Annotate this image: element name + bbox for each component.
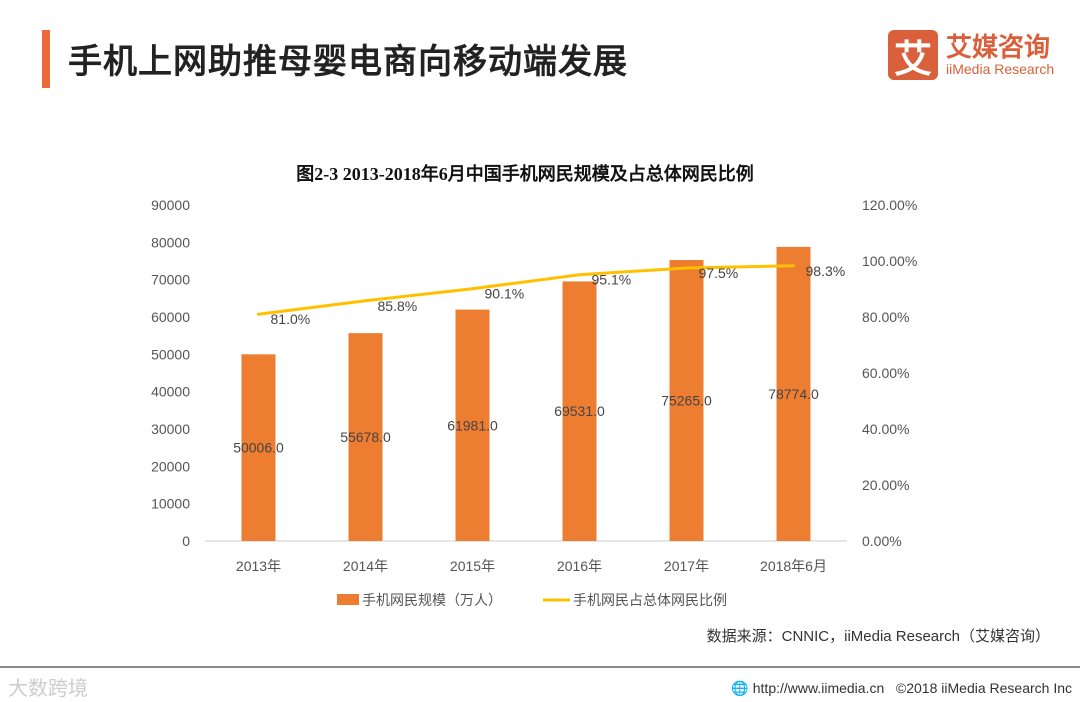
line-label: 95.1% — [592, 272, 632, 288]
bar-label: 78774.0 — [768, 386, 819, 402]
left-tick-label: 40000 — [151, 384, 190, 400]
line-point — [471, 287, 474, 291]
globe-icon: 🌐 — [731, 680, 749, 696]
x-tick-label: 2014年 — [343, 558, 388, 574]
watermark: 大数跨境 — [8, 678, 88, 700]
legend-bar-label: 手机网民规模（万人） — [362, 592, 502, 608]
left-tick-label: 50000 — [151, 346, 190, 362]
ratio-line — [258, 264, 794, 316]
page-title: 手机上网助推母婴电商向移动端发展 — [68, 43, 628, 81]
bar-label: 61981.0 — [447, 417, 498, 433]
line-point — [685, 266, 688, 270]
bar — [776, 246, 811, 541]
right-tick-label: 80.00% — [862, 309, 909, 325]
right-tick-label: 120.00% — [862, 197, 917, 213]
footer-copyright: ©2018 iiMedia Research Inc — [895, 680, 1072, 696]
x-tick-label: 2018年6月 — [760, 558, 827, 574]
iimedia-logo: 艾 艾媒咨询 iiMedia Research — [888, 30, 1055, 81]
logo-mark: 艾 — [888, 30, 938, 81]
footer: 🌐 http://www.iimedia.cn ©2018 iiMedia Re… — [731, 680, 1072, 697]
legend-line-label: 手机网民占总体网民比例 — [573, 592, 727, 608]
line-point — [257, 312, 260, 316]
legend-bar-swatch — [337, 594, 359, 605]
footer-divider — [0, 666, 1080, 668]
left-tick-label: 70000 — [151, 272, 190, 288]
right-tick-label: 60.00% — [862, 365, 909, 381]
left-tick-label: 80000 — [151, 234, 190, 250]
chart-title: 图2-3 2013-2018年6月中国手机网民规模及占总体网民比例 — [296, 163, 754, 184]
line-point — [578, 273, 581, 277]
left-tick-label: 10000 — [151, 496, 190, 512]
line-point — [792, 264, 795, 268]
x-tick-label: 2016年 — [557, 558, 602, 574]
x-tick-label: 2013年 — [236, 558, 281, 574]
right-tick-label: 0.00% — [862, 533, 902, 549]
bar-label: 50006.0 — [233, 440, 284, 456]
line-label: 90.1% — [485, 286, 525, 302]
bar — [241, 354, 276, 541]
line-point — [364, 299, 367, 303]
logo-cn: 艾媒咨询 — [946, 32, 1051, 62]
left-tick-label: 20000 — [151, 458, 190, 474]
title-accent-bar — [42, 30, 50, 88]
bar — [562, 281, 597, 541]
x-tick-label: 2015年 — [450, 558, 495, 574]
line-label: 81.0% — [271, 311, 311, 327]
left-tick-label: 60000 — [151, 309, 190, 325]
right-tick-label: 100.00% — [862, 253, 917, 269]
bar-label: 55678.0 — [340, 429, 391, 445]
bar — [348, 333, 383, 541]
line-label: 97.5% — [699, 265, 739, 281]
bar — [455, 309, 490, 541]
line-label: 98.3% — [806, 263, 846, 279]
right-tick-label: 20.00% — [862, 477, 909, 493]
data-source: 数据来源：CNNIC，iiMedia Research（艾媒咨询） — [706, 628, 1050, 645]
line-label: 85.8% — [378, 298, 418, 314]
footer-url[interactable]: http://www.iimedia.cn — [752, 680, 885, 696]
bar-label: 69531.0 — [554, 403, 605, 419]
left-tick-label: 30000 — [151, 421, 190, 437]
right-tick-label: 40.00% — [862, 421, 909, 437]
left-tick-label: 90000 — [151, 197, 190, 213]
left-tick-label: 0 — [182, 533, 190, 549]
bar-label: 75265.0 — [661, 393, 712, 409]
x-tick-label: 2017年 — [664, 558, 709, 574]
bar — [669, 260, 704, 541]
logo-en: iiMedia Research — [946, 61, 1055, 77]
